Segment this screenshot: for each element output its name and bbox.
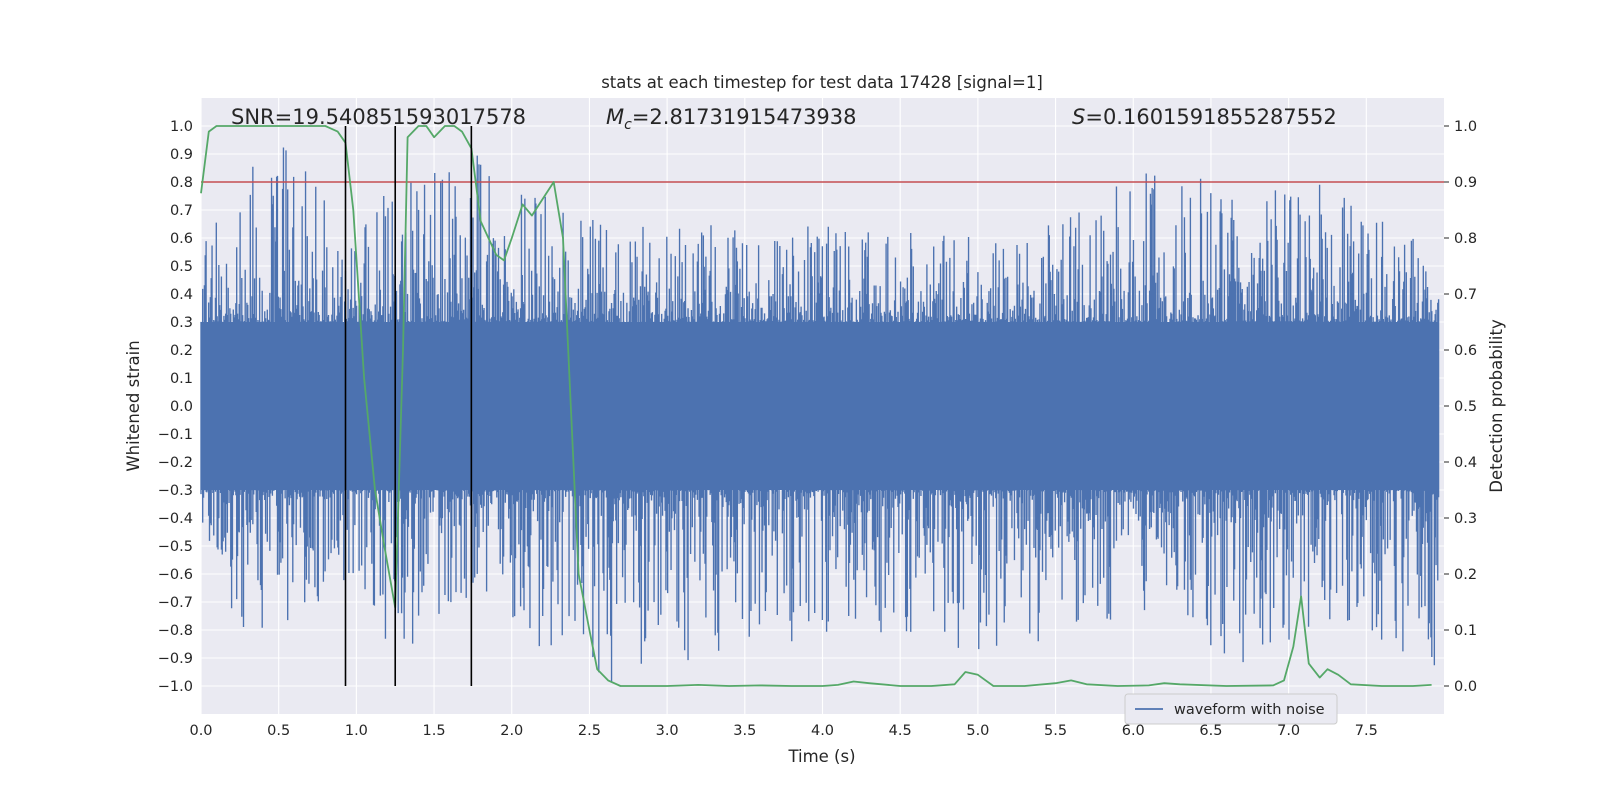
y-axis-label: Whitened strain — [124, 340, 143, 471]
y2-tick-label: 1.0 — [1454, 119, 1477, 135]
legend-label-waveform: waveform with noise — [1174, 702, 1325, 718]
s-symbol: S — [1072, 105, 1085, 129]
y2-tick-label: 0.3 — [1454, 511, 1477, 527]
y2-tick-label: 0.5 — [1454, 399, 1477, 415]
x-tick-label: 7.0 — [1277, 723, 1300, 739]
y-tick-label: 0.1 — [170, 371, 193, 387]
y-tick-label: −0.4 — [158, 511, 193, 527]
y-axis-ticks: −1.0 −0.9 −0.8 −0.7 −0.6 −0.5 −0.4 −0.3 −0.2 −0.1… — [158, 119, 193, 695]
s-annotation: S=0.1601591855287552 — [1072, 105, 1337, 129]
y2-axis-ticks: 0.0 0.1 0.2 0.3 0.4 0.5 0.6 0.7 0.8 0.9 1.0 — [1444, 119, 1477, 695]
y-tick-label: −0.1 — [158, 427, 193, 443]
y-tick-label: 0.7 — [170, 203, 193, 219]
s-value: =0.1601591855287552 — [1085, 105, 1336, 129]
x-tick-label: 4.5 — [889, 723, 912, 739]
y2-tick-label: 0.6 — [1454, 343, 1477, 359]
x-tick-label: 1.5 — [423, 723, 446, 739]
y2-tick-label: 0.9 — [1454, 175, 1477, 191]
y2-tick-label: 0.1 — [1454, 623, 1477, 639]
chirp-mass-value: =2.81731915473938 — [632, 105, 857, 129]
x-tick-label: 3.0 — [656, 723, 679, 739]
y-tick-label: −0.8 — [158, 623, 193, 639]
x-tick-label: 0.5 — [267, 723, 290, 739]
y2-tick-label: 0.8 — [1454, 231, 1477, 247]
y-tick-label: −0.5 — [158, 539, 193, 555]
y-tick-label: −0.6 — [158, 567, 193, 583]
snr-annotation: SNR=19.540851593017578 — [231, 105, 526, 129]
y-tick-label: −1.0 — [158, 679, 193, 695]
y2-tick-label: 0.4 — [1454, 455, 1477, 471]
y-tick-label: −0.2 — [158, 455, 193, 471]
x-tick-label: 7.5 — [1355, 723, 1378, 739]
x-tick-label: 3.5 — [733, 723, 756, 739]
y-tick-label: 0.3 — [170, 315, 193, 331]
waveform-trace — [200, 147, 1440, 682]
x-tick-label: 5.0 — [966, 723, 989, 739]
detection-probability-line — [200, 125, 1432, 687]
legend-box — [1124, 693, 1338, 725]
y-tick-label: −0.3 — [158, 483, 193, 499]
x-tick-label: 1.0 — [345, 723, 368, 739]
chart-title: stats at each timestep for test data 174… — [601, 73, 1043, 92]
legend: waveform with noise — [1124, 693, 1338, 725]
x-tick-label: 4.0 — [811, 723, 834, 739]
x-tick-label: 2.0 — [500, 723, 523, 739]
x-tick-label: 5.5 — [1044, 723, 1067, 739]
y-tick-label: −0.7 — [158, 595, 193, 611]
chirp-mass-symbol: M — [606, 105, 624, 129]
y2-tick-label: 0.7 — [1454, 287, 1477, 303]
y-tick-label: 0.6 — [170, 231, 193, 247]
traces — [200, 125, 1444, 687]
y-tick-label: 0.5 — [170, 259, 193, 275]
x-tick-label: 6.5 — [1199, 723, 1222, 739]
y-tick-label: 0.0 — [170, 399, 193, 415]
y-tick-label: 0.2 — [170, 343, 193, 359]
y2-axis-label: Detection probability — [1487, 319, 1506, 493]
y-tick-label: 0.8 — [170, 175, 193, 191]
y-tick-label: 0.4 — [170, 287, 193, 303]
y2-tick-label: 0.2 — [1454, 567, 1477, 583]
y2-tick-label: 0.0 — [1454, 679, 1477, 695]
y-tick-label: 0.9 — [170, 147, 193, 163]
x-axis-ticks: 0.0 0.5 1.0 1.5 2.0 2.5 3.0 3.5 4.0 4.5 5.0 5.5 6.0 6… — [189, 723, 1377, 739]
y-tick-label: −0.9 — [158, 651, 193, 667]
x-tick-label: 2.5 — [578, 723, 601, 739]
chirp-mass-annotation: Mc=2.81731915473938 — [606, 105, 857, 133]
x-tick-label: 0.0 — [189, 723, 212, 739]
x-tick-label: 6.0 — [1122, 723, 1145, 739]
y-tick-label: 1.0 — [170, 119, 193, 135]
chirp-mass-subscript: c — [624, 117, 632, 133]
x-axis-label: Time (s) — [787, 747, 855, 766]
